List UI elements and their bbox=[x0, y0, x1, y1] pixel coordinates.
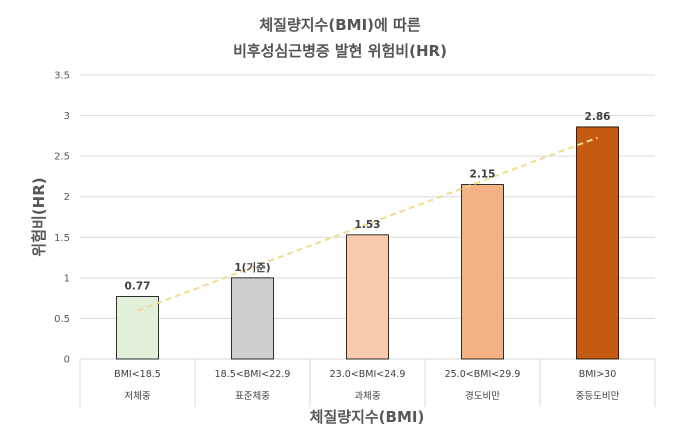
data-label: 0.77 bbox=[125, 281, 151, 293]
bar bbox=[231, 277, 274, 360]
y-tick-label: 3.5 bbox=[54, 71, 70, 82]
y-axis-title: 위험비(HR) bbox=[30, 177, 48, 256]
trendline bbox=[137, 136, 598, 312]
category-range-label: 18.5<BMI<22.9 bbox=[215, 369, 291, 380]
data-label: 2.86 bbox=[585, 111, 611, 123]
category-name-label: 중등도비만 bbox=[576, 391, 620, 402]
data-label: 2.15 bbox=[470, 169, 496, 181]
category-range-label: BMI>30 bbox=[579, 369, 617, 380]
data-label: 1.53 bbox=[355, 219, 381, 231]
trendline-group bbox=[137, 136, 598, 312]
y-axis-ticks: 0 0.5 1 1.5 2 2.5 3 3.5 bbox=[54, 71, 70, 366]
category-name-label: 저체중 bbox=[124, 391, 150, 402]
chart-title-line2: 비후성심근병증 발현 위험비(HR) bbox=[233, 42, 447, 60]
category-range-label: 25.0<BMI<29.9 bbox=[445, 369, 521, 380]
y-tick-label: 1.5 bbox=[54, 233, 70, 244]
category-name-label: 과체중 bbox=[354, 391, 380, 402]
category-name-label: 경도비만 bbox=[465, 390, 500, 402]
category-range-label: BMI<18.5 bbox=[114, 369, 161, 380]
category-range-label: 23.0<BMI<24.9 bbox=[330, 369, 406, 380]
x-axis-title: 체질량지수(BMI) bbox=[310, 408, 425, 426]
bar bbox=[346, 234, 389, 360]
category-dividers bbox=[79, 359, 656, 407]
category-labels: BMI<18.5 저체중 18.5<BMI<22.9 표준체중 23.0<BMI<24.… bbox=[114, 369, 619, 402]
bars bbox=[116, 126, 619, 360]
bar bbox=[576, 126, 619, 360]
bar bbox=[116, 296, 159, 360]
y-tick-label: 2.5 bbox=[54, 152, 70, 163]
category-name-label: 표준체중 bbox=[235, 391, 270, 402]
data-labels: 0.77 1(기준) 1.53 2.15 2.86 bbox=[125, 111, 611, 293]
y-tick-label: 0 bbox=[64, 355, 70, 366]
chart-title-line1: 체질량지수(BMI)에 따른 bbox=[259, 16, 420, 34]
y-tick-label: 0.5 bbox=[54, 314, 70, 325]
y-tick-label: 3 bbox=[64, 111, 70, 122]
data-label: 1(기준) bbox=[234, 261, 270, 274]
y-tick-label: 1 bbox=[64, 273, 70, 284]
bar bbox=[461, 184, 504, 360]
y-tick-label: 2 bbox=[64, 192, 70, 203]
